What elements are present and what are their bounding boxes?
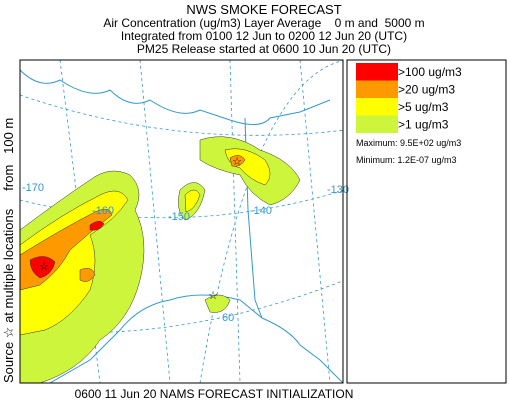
legend-label: >5 ug/m3 — [398, 100, 449, 114]
footer: 0600 11 Jun 20 NAMS FORECAST INITIALIZAT… — [75, 387, 354, 401]
map-label: -130 — [327, 184, 349, 196]
svg-text:☆: ☆ — [208, 290, 218, 302]
legend-label: >1 ug/m3 — [398, 117, 449, 131]
map: ☆ ☆ ☆ -170 -160 -150 -140 -130 60 — [19, 59, 349, 384]
legend-minimum: Minimum: 1.2E-07 ug/m3 — [356, 155, 457, 165]
map-label: 60 — [222, 312, 234, 324]
legend-swatch — [356, 98, 398, 116]
legend-frame — [346, 59, 507, 384]
legend-label: >20 ug/m3 — [398, 82, 455, 96]
title: NWS SMOKE FORECAST — [186, 2, 341, 17]
legend-swatch — [356, 63, 398, 81]
legend-label: >100 ug/m3 — [398, 65, 462, 79]
header-line: Integrated from 0100 12 Jun to 0200 12 J… — [121, 29, 407, 43]
map-label: -150 — [168, 211, 190, 223]
svg-text:☆: ☆ — [232, 156, 242, 168]
map-label: -140 — [250, 205, 272, 217]
map-label: -160 — [92, 205, 114, 217]
map-frame — [19, 59, 344, 384]
legend: Maximum: 9.5E+02 ug/m3 Minimum: 1.2E-07 … — [346, 59, 507, 384]
side-label: Source ☆ at multiple locations from 100 … — [1, 118, 16, 383]
map-label: -170 — [22, 182, 44, 194]
svg-text:☆: ☆ — [39, 261, 49, 273]
header-line: PM25 Release started at 0600 10 Jun 20 (… — [137, 42, 391, 56]
legend-maximum: Maximum: 9.5E+02 ug/m3 — [356, 138, 461, 148]
header-line: Air Concentration (ug/m3) Layer Average … — [103, 16, 424, 30]
legend-swatch — [356, 115, 398, 133]
legend-swatch — [356, 80, 398, 98]
